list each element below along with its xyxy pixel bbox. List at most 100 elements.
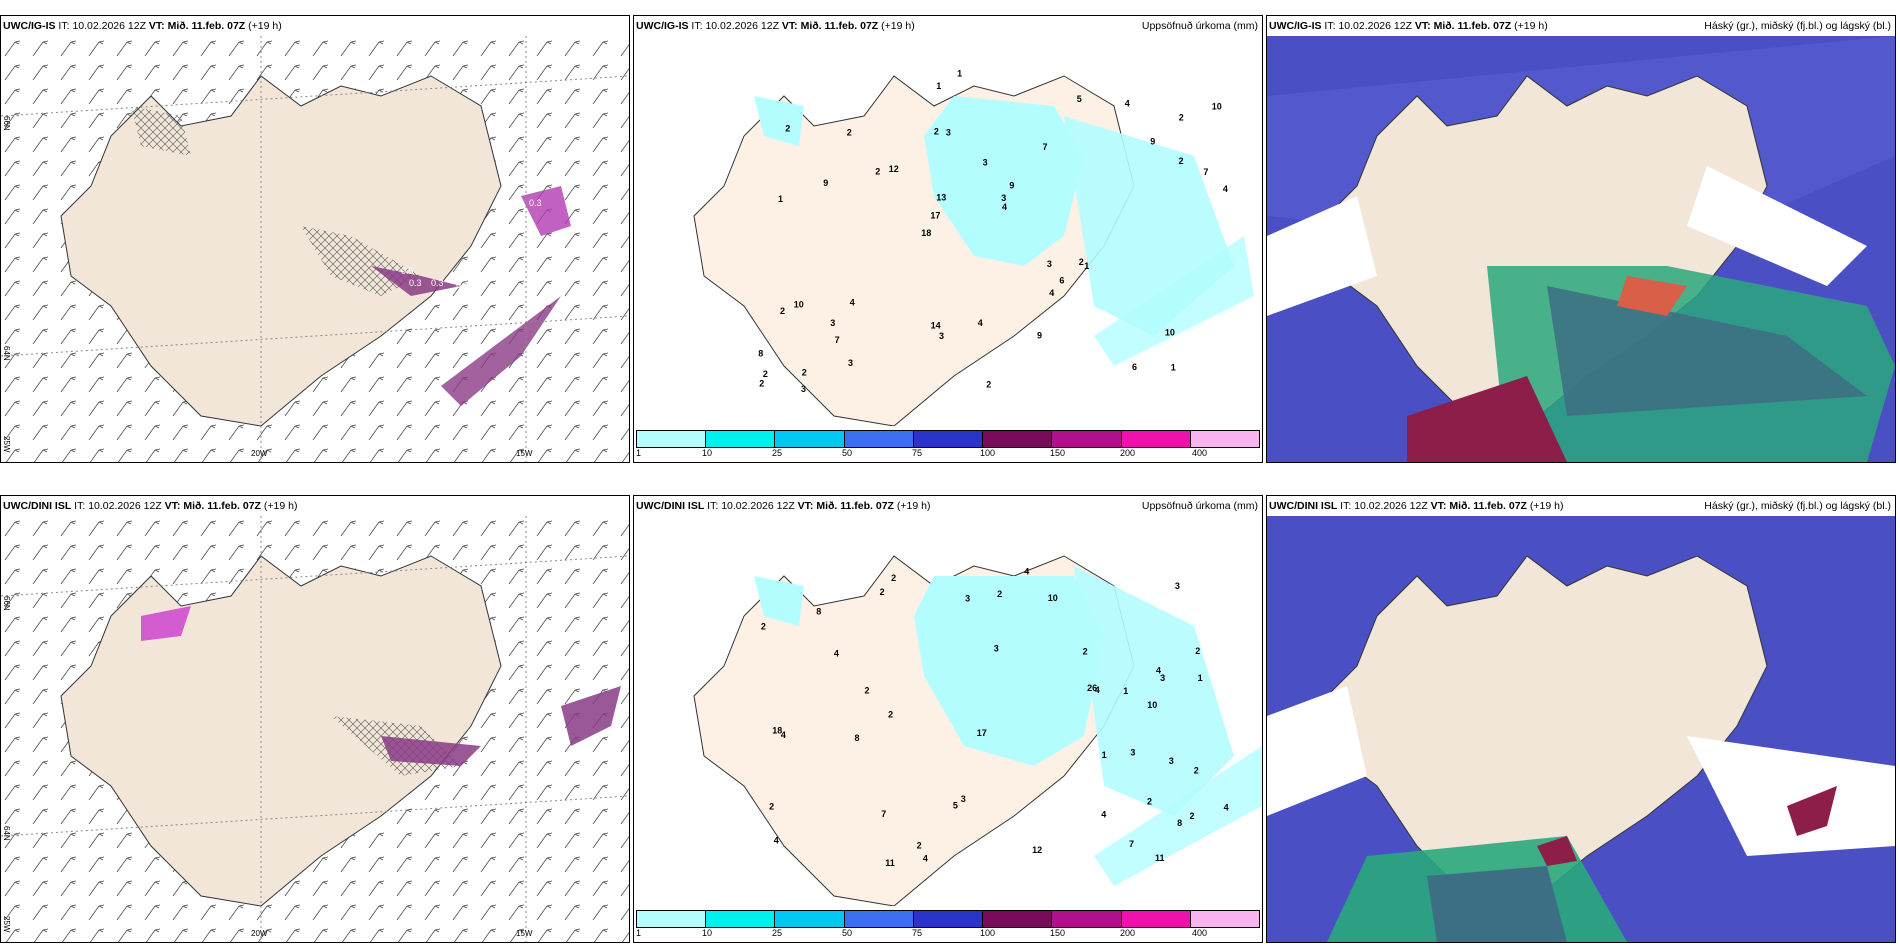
precip-value: 4 bbox=[781, 730, 786, 740]
legend-tick: 25 bbox=[772, 928, 783, 938]
clouds-map[interactable] bbox=[1267, 36, 1895, 462]
lat-label: 64N bbox=[2, 346, 11, 361]
precip-value: 2 bbox=[1083, 647, 1088, 657]
precip-value: 2 bbox=[1147, 797, 1152, 807]
panel-precip-bottom: UWC/DINI ISL IT: 10.02.2026 12Z VT: Mið.… bbox=[633, 495, 1263, 943]
precip-value: 5 bbox=[953, 801, 958, 811]
legend-swatch bbox=[706, 911, 776, 927]
precip-value: 7 bbox=[1203, 167, 1208, 177]
wind-label: 0.5 bbox=[401, 266, 414, 276]
precip-value: 7 bbox=[881, 809, 886, 819]
precip-value: 14 bbox=[931, 320, 941, 330]
precip-value: 4 bbox=[923, 854, 928, 864]
precip-map[interactable]: 1 1 2 18 7 2 2 3 10 12 8 7 3 9 1 2 1 4 3 2 17 14 13 2 5 4 6 10 2 2 2 9 4… bbox=[634, 36, 1262, 426]
precip-value: 4 bbox=[834, 649, 839, 659]
precip-value: 7 bbox=[835, 335, 840, 345]
precip-value: 7 bbox=[1043, 142, 1048, 152]
legend-tick: 75 bbox=[912, 928, 923, 938]
precip-values: 1121872231012873912143217141325461022294… bbox=[758, 69, 1228, 394]
precip-value: 13 bbox=[936, 193, 946, 203]
panel-clouds-top: UWC/IG-IS IT: 10.02.2026 12Z VT: Mið. 11… bbox=[1266, 15, 1896, 463]
lat-label: 66N bbox=[2, 116, 11, 131]
precip-value: 6 bbox=[1132, 362, 1137, 372]
precip-value: 4 bbox=[1095, 685, 1100, 695]
legend-swatch bbox=[1052, 431, 1122, 447]
precip-value: 2 bbox=[763, 369, 768, 379]
precip-value: 26 bbox=[1087, 683, 1097, 693]
wind-label: 0.3 bbox=[409, 278, 422, 288]
precip-value: 17 bbox=[977, 728, 987, 738]
legend-tick: 400 bbox=[1192, 448, 1208, 458]
legend-tick: 200 bbox=[1120, 928, 1136, 938]
precip-value: 3 bbox=[1001, 193, 1006, 203]
legend-tick: 50 bbox=[842, 448, 853, 458]
precip-value: 1 bbox=[778, 194, 783, 204]
precip-value: 3 bbox=[1175, 581, 1180, 591]
panel-header: UWC/IG-IS IT: 10.02.2026 12Z VT: Mið. 11… bbox=[3, 20, 282, 32]
precip-value: 2 bbox=[847, 128, 852, 138]
precip-value: 2 bbox=[1179, 156, 1184, 166]
precip-value: 4 bbox=[1049, 288, 1054, 298]
precip-value: 2 bbox=[917, 841, 922, 851]
legend-tick: 400 bbox=[1192, 928, 1208, 938]
precip-value: 11 bbox=[885, 858, 895, 868]
precip-value: 8 bbox=[816, 606, 821, 616]
wind-map[interactable]: 66N 64N 20W 15W 25W 0.5 0.3 0.3 0.1 0.3 bbox=[1, 36, 629, 462]
lat-label: 64N bbox=[2, 826, 11, 841]
legend-swatch bbox=[1190, 431, 1259, 447]
precip-value: 3 bbox=[994, 644, 999, 654]
wind-label: 0.3 bbox=[431, 278, 444, 288]
precip-value: 1 bbox=[957, 69, 962, 79]
precip-value: 3 bbox=[983, 158, 988, 168]
legend-tick: 100 bbox=[980, 448, 996, 458]
panel-wind-bottom: UWC/DINI ISL IT: 10.02.2026 12Z VT: Mið.… bbox=[0, 495, 630, 943]
precip-value: 3 bbox=[1160, 673, 1165, 683]
wind-map[interactable]: 66N 64N 20W 15W 25W bbox=[1, 516, 629, 942]
legend-swatch bbox=[844, 431, 914, 447]
panel-header: UWC/DINI ISL IT: 10.02.2026 12Z VT: Mið.… bbox=[636, 500, 931, 512]
precip-value: 12 bbox=[1032, 845, 1042, 855]
precip-value: 4 bbox=[1002, 202, 1007, 212]
precip-value: 1 bbox=[1084, 261, 1089, 271]
precip-map[interactable]: 2 2 2 3 4 2 4 7 3 4 1 2 10 4 2 8 8 2 3 3 18 4 12 26 2 5 4 10 2 4 8 4 11 1… bbox=[634, 516, 1262, 906]
precip-value: 4 bbox=[850, 297, 855, 307]
lon-label: 20W bbox=[251, 929, 268, 938]
precip-value: 3 bbox=[1169, 756, 1174, 766]
precip-value: 8 bbox=[1177, 818, 1182, 828]
precip-value: 3 bbox=[961, 794, 966, 804]
precip-value: 2 bbox=[1179, 113, 1184, 123]
panel-header: UWC/IG-IS IT: 10.02.2026 12Z VT: Mið. 11… bbox=[636, 20, 915, 32]
precip-value: 7 bbox=[1129, 839, 1134, 849]
legend-swatch bbox=[913, 431, 984, 447]
legend-tick: 1 bbox=[636, 448, 642, 458]
precip-value: 8 bbox=[855, 733, 860, 743]
precip-value: 9 bbox=[1150, 137, 1155, 147]
precip-value: 2 bbox=[761, 621, 766, 631]
lon-label: 25W bbox=[2, 436, 11, 453]
precip-value: 2 bbox=[1190, 811, 1195, 821]
panel-precip-top: UWC/IG-IS IT: 10.02.2026 12Z VT: Mið. 11… bbox=[633, 15, 1263, 463]
legend-swatch bbox=[637, 911, 707, 927]
precip-value: 1 bbox=[936, 81, 941, 91]
precip-value: 2 bbox=[1194, 765, 1199, 775]
legend-swatch bbox=[1190, 911, 1259, 927]
precip-value: 4 bbox=[1024, 566, 1029, 576]
precip-values: 2223424734121042882331841226254102484111… bbox=[761, 566, 1229, 868]
legend-swatch bbox=[775, 911, 845, 927]
precip-value: 3 bbox=[848, 358, 853, 368]
precip-value: 2 bbox=[880, 587, 885, 597]
precip-value: 2 bbox=[865, 685, 870, 695]
legend-swatch bbox=[775, 431, 845, 447]
precip-value: 2 bbox=[1079, 257, 1084, 267]
clouds-map[interactable] bbox=[1267, 516, 1895, 942]
legend-tick: 50 bbox=[842, 928, 853, 938]
precip-value: 1 bbox=[1123, 686, 1128, 696]
precip-value: 1 bbox=[1102, 750, 1107, 760]
panel-clouds-bottom: UWC/DINI ISL IT: 10.02.2026 12Z VT: Mið.… bbox=[1266, 495, 1896, 943]
precip-value: 10 bbox=[794, 299, 804, 309]
legend-tick: 75 bbox=[912, 448, 923, 458]
legend-tick: 200 bbox=[1120, 448, 1136, 458]
precip-value: 2 bbox=[888, 710, 893, 720]
panel-header: UWC/IG-IS IT: 10.02.2026 12Z VT: Mið. 11… bbox=[1269, 20, 1548, 32]
precip-value: 3 bbox=[801, 384, 806, 394]
